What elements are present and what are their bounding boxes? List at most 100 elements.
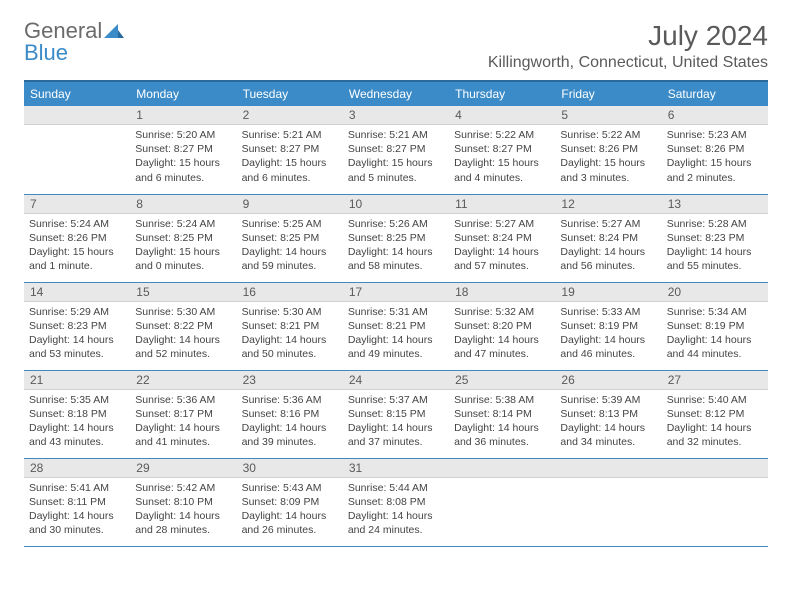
sunset-text: Sunset: 8:26 PM [29,231,125,245]
day-content: Sunrise: 5:36 AMSunset: 8:16 PMDaylight:… [237,390,343,456]
calendar-day-cell: 6Sunrise: 5:23 AMSunset: 8:26 PMDaylight… [662,106,768,194]
sunset-text: Sunset: 8:09 PM [242,495,338,509]
day-number: 20 [662,283,768,302]
daylight-text: Daylight: 14 hours and 50 minutes. [242,333,338,361]
sunrise-text: Sunrise: 5:21 AM [242,128,338,142]
calendar-day-cell: 21Sunrise: 5:35 AMSunset: 8:18 PMDayligh… [24,370,130,458]
daylight-text: Daylight: 15 hours and 4 minutes. [454,156,550,184]
day-content: Sunrise: 5:30 AMSunset: 8:22 PMDaylight:… [130,302,236,368]
day-number: 17 [343,283,449,302]
sunrise-text: Sunrise: 5:26 AM [348,217,444,231]
day-content: Sunrise: 5:29 AMSunset: 8:23 PMDaylight:… [24,302,130,368]
daylight-text: Daylight: 14 hours and 41 minutes. [135,421,231,449]
sunset-text: Sunset: 8:13 PM [560,407,656,421]
day-content: Sunrise: 5:25 AMSunset: 8:25 PMDaylight:… [237,214,343,280]
sunset-text: Sunset: 8:21 PM [242,319,338,333]
day-number: 19 [555,283,661,302]
day-content: Sunrise: 5:20 AMSunset: 8:27 PMDaylight:… [130,125,236,191]
day-number: 29 [130,459,236,478]
calendar-day-cell [662,458,768,546]
calendar-day-cell: 2Sunrise: 5:21 AMSunset: 8:27 PMDaylight… [237,106,343,194]
day-content: Sunrise: 5:21 AMSunset: 8:27 PMDaylight:… [343,125,449,191]
daylight-text: Daylight: 14 hours and 59 minutes. [242,245,338,273]
day-content: Sunrise: 5:36 AMSunset: 8:17 PMDaylight:… [130,390,236,456]
sunrise-text: Sunrise: 5:36 AM [135,393,231,407]
day-content: Sunrise: 5:39 AMSunset: 8:13 PMDaylight:… [555,390,661,456]
day-header: Friday [555,81,661,106]
day-content: Sunrise: 5:35 AMSunset: 8:18 PMDaylight:… [24,390,130,456]
sunrise-text: Sunrise: 5:35 AM [29,393,125,407]
day-content-empty [449,478,555,538]
daylight-text: Daylight: 14 hours and 24 minutes. [348,509,444,537]
day-content: Sunrise: 5:30 AMSunset: 8:21 PMDaylight:… [237,302,343,368]
day-content: Sunrise: 5:27 AMSunset: 8:24 PMDaylight:… [555,214,661,280]
sunrise-text: Sunrise: 5:27 AM [454,217,550,231]
calendar-day-cell: 3Sunrise: 5:21 AMSunset: 8:27 PMDaylight… [343,106,449,194]
day-number: 3 [343,106,449,125]
day-number: 5 [555,106,661,125]
calendar-day-cell: 16Sunrise: 5:30 AMSunset: 8:21 PMDayligh… [237,282,343,370]
daylight-text: Daylight: 14 hours and 49 minutes. [348,333,444,361]
calendar-day-cell: 27Sunrise: 5:40 AMSunset: 8:12 PMDayligh… [662,370,768,458]
sunset-text: Sunset: 8:19 PM [560,319,656,333]
day-number: 4 [449,106,555,125]
day-header: Monday [130,81,236,106]
sunset-text: Sunset: 8:08 PM [348,495,444,509]
day-content: Sunrise: 5:43 AMSunset: 8:09 PMDaylight:… [237,478,343,544]
day-number: 12 [555,195,661,214]
day-content: Sunrise: 5:28 AMSunset: 8:23 PMDaylight:… [662,214,768,280]
calendar-day-cell: 9Sunrise: 5:25 AMSunset: 8:25 PMDaylight… [237,194,343,282]
daylight-text: Daylight: 14 hours and 37 minutes. [348,421,444,449]
sunrise-text: Sunrise: 5:21 AM [348,128,444,142]
day-content: Sunrise: 5:38 AMSunset: 8:14 PMDaylight:… [449,390,555,456]
sunrise-text: Sunrise: 5:34 AM [667,305,763,319]
day-content: Sunrise: 5:40 AMSunset: 8:12 PMDaylight:… [662,390,768,456]
calendar-day-cell: 22Sunrise: 5:36 AMSunset: 8:17 PMDayligh… [130,370,236,458]
sunset-text: Sunset: 8:25 PM [348,231,444,245]
day-content: Sunrise: 5:23 AMSunset: 8:26 PMDaylight:… [662,125,768,191]
sunset-text: Sunset: 8:27 PM [242,142,338,156]
daylight-text: Daylight: 15 hours and 3 minutes. [560,156,656,184]
sunrise-text: Sunrise: 5:31 AM [348,305,444,319]
calendar-table: SundayMondayTuesdayWednesdayThursdayFrid… [24,80,768,547]
sunset-text: Sunset: 8:15 PM [348,407,444,421]
day-number: 24 [343,371,449,390]
calendar-day-cell: 31Sunrise: 5:44 AMSunset: 8:08 PMDayligh… [343,458,449,546]
day-content: Sunrise: 5:26 AMSunset: 8:25 PMDaylight:… [343,214,449,280]
sunset-text: Sunset: 8:26 PM [667,142,763,156]
day-number: 22 [130,371,236,390]
day-content: Sunrise: 5:34 AMSunset: 8:19 PMDaylight:… [662,302,768,368]
day-number: 16 [237,283,343,302]
sunset-text: Sunset: 8:21 PM [348,319,444,333]
calendar-day-cell: 25Sunrise: 5:38 AMSunset: 8:14 PMDayligh… [449,370,555,458]
daylight-text: Daylight: 14 hours and 39 minutes. [242,421,338,449]
calendar-day-cell: 15Sunrise: 5:30 AMSunset: 8:22 PMDayligh… [130,282,236,370]
logo: General Blue [24,20,124,64]
location-subtitle: Killingworth, Connecticut, United States [488,54,768,72]
sunset-text: Sunset: 8:27 PM [348,142,444,156]
sunset-text: Sunset: 8:19 PM [667,319,763,333]
day-number-empty [662,459,768,478]
daylight-text: Daylight: 14 hours and 58 minutes. [348,245,444,273]
day-content: Sunrise: 5:32 AMSunset: 8:20 PMDaylight:… [449,302,555,368]
page-header: General Blue July 2024 Killingworth, Con… [24,20,768,72]
sunset-text: Sunset: 8:27 PM [454,142,550,156]
day-number: 21 [24,371,130,390]
daylight-text: Daylight: 15 hours and 2 minutes. [667,156,763,184]
day-content-empty [662,478,768,538]
sunrise-text: Sunrise: 5:25 AM [242,217,338,231]
sunset-text: Sunset: 8:22 PM [135,319,231,333]
sunset-text: Sunset: 8:10 PM [135,495,231,509]
day-content: Sunrise: 5:31 AMSunset: 8:21 PMDaylight:… [343,302,449,368]
day-number: 11 [449,195,555,214]
day-number-empty [24,106,130,125]
day-number: 23 [237,371,343,390]
daylight-text: Daylight: 15 hours and 6 minutes. [242,156,338,184]
day-content: Sunrise: 5:33 AMSunset: 8:19 PMDaylight:… [555,302,661,368]
sunset-text: Sunset: 8:11 PM [29,495,125,509]
calendar-day-cell: 28Sunrise: 5:41 AMSunset: 8:11 PMDayligh… [24,458,130,546]
calendar-body: 1Sunrise: 5:20 AMSunset: 8:27 PMDaylight… [24,106,768,546]
day-content: Sunrise: 5:42 AMSunset: 8:10 PMDaylight:… [130,478,236,544]
calendar-day-cell: 19Sunrise: 5:33 AMSunset: 8:19 PMDayligh… [555,282,661,370]
sunrise-text: Sunrise: 5:27 AM [560,217,656,231]
